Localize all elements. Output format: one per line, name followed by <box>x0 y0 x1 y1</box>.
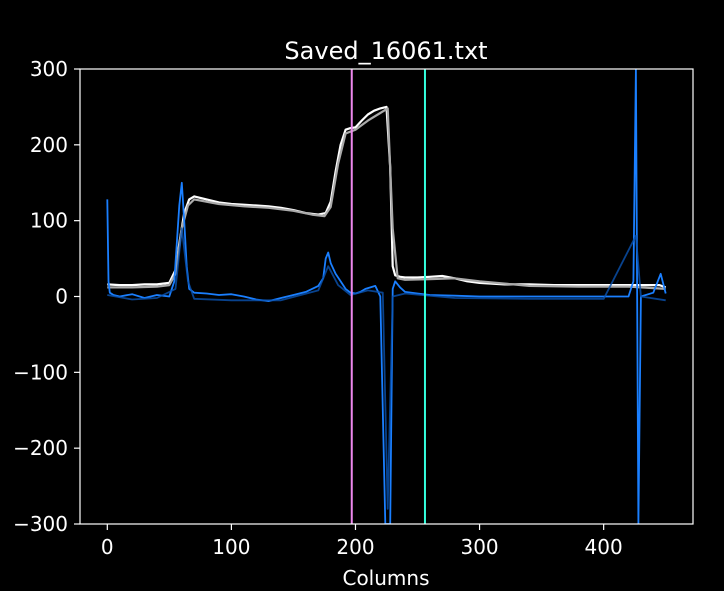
y-tick-label: 0 <box>55 285 68 309</box>
x-axis-label: Columns <box>342 566 429 590</box>
chart-title: Saved_16061.txt <box>284 37 487 65</box>
series-line-4 <box>107 227 666 510</box>
x-tick-label: 0 <box>101 535 114 559</box>
series-layer <box>106 69 667 524</box>
x-axis: 0 100 200 300 400 <box>101 524 623 559</box>
x-tick-label: 200 <box>336 535 374 559</box>
series-line-3 <box>106 69 667 524</box>
y-tick-label: 100 <box>30 209 68 233</box>
x-tick-label: 400 <box>585 535 623 559</box>
y-tick-label: −200 <box>13 436 68 460</box>
y-axis: 300 200 100 0 −100 −200 −300 <box>13 57 80 536</box>
vline-layer <box>350 69 426 524</box>
x-tick-label: 100 <box>212 535 250 559</box>
y-tick-label: −100 <box>13 360 68 384</box>
y-tick-label: 200 <box>30 133 68 157</box>
y-tick-label: −300 <box>13 512 68 536</box>
x-tick-label: 300 <box>460 535 498 559</box>
y-tick-label: 300 <box>30 57 68 81</box>
